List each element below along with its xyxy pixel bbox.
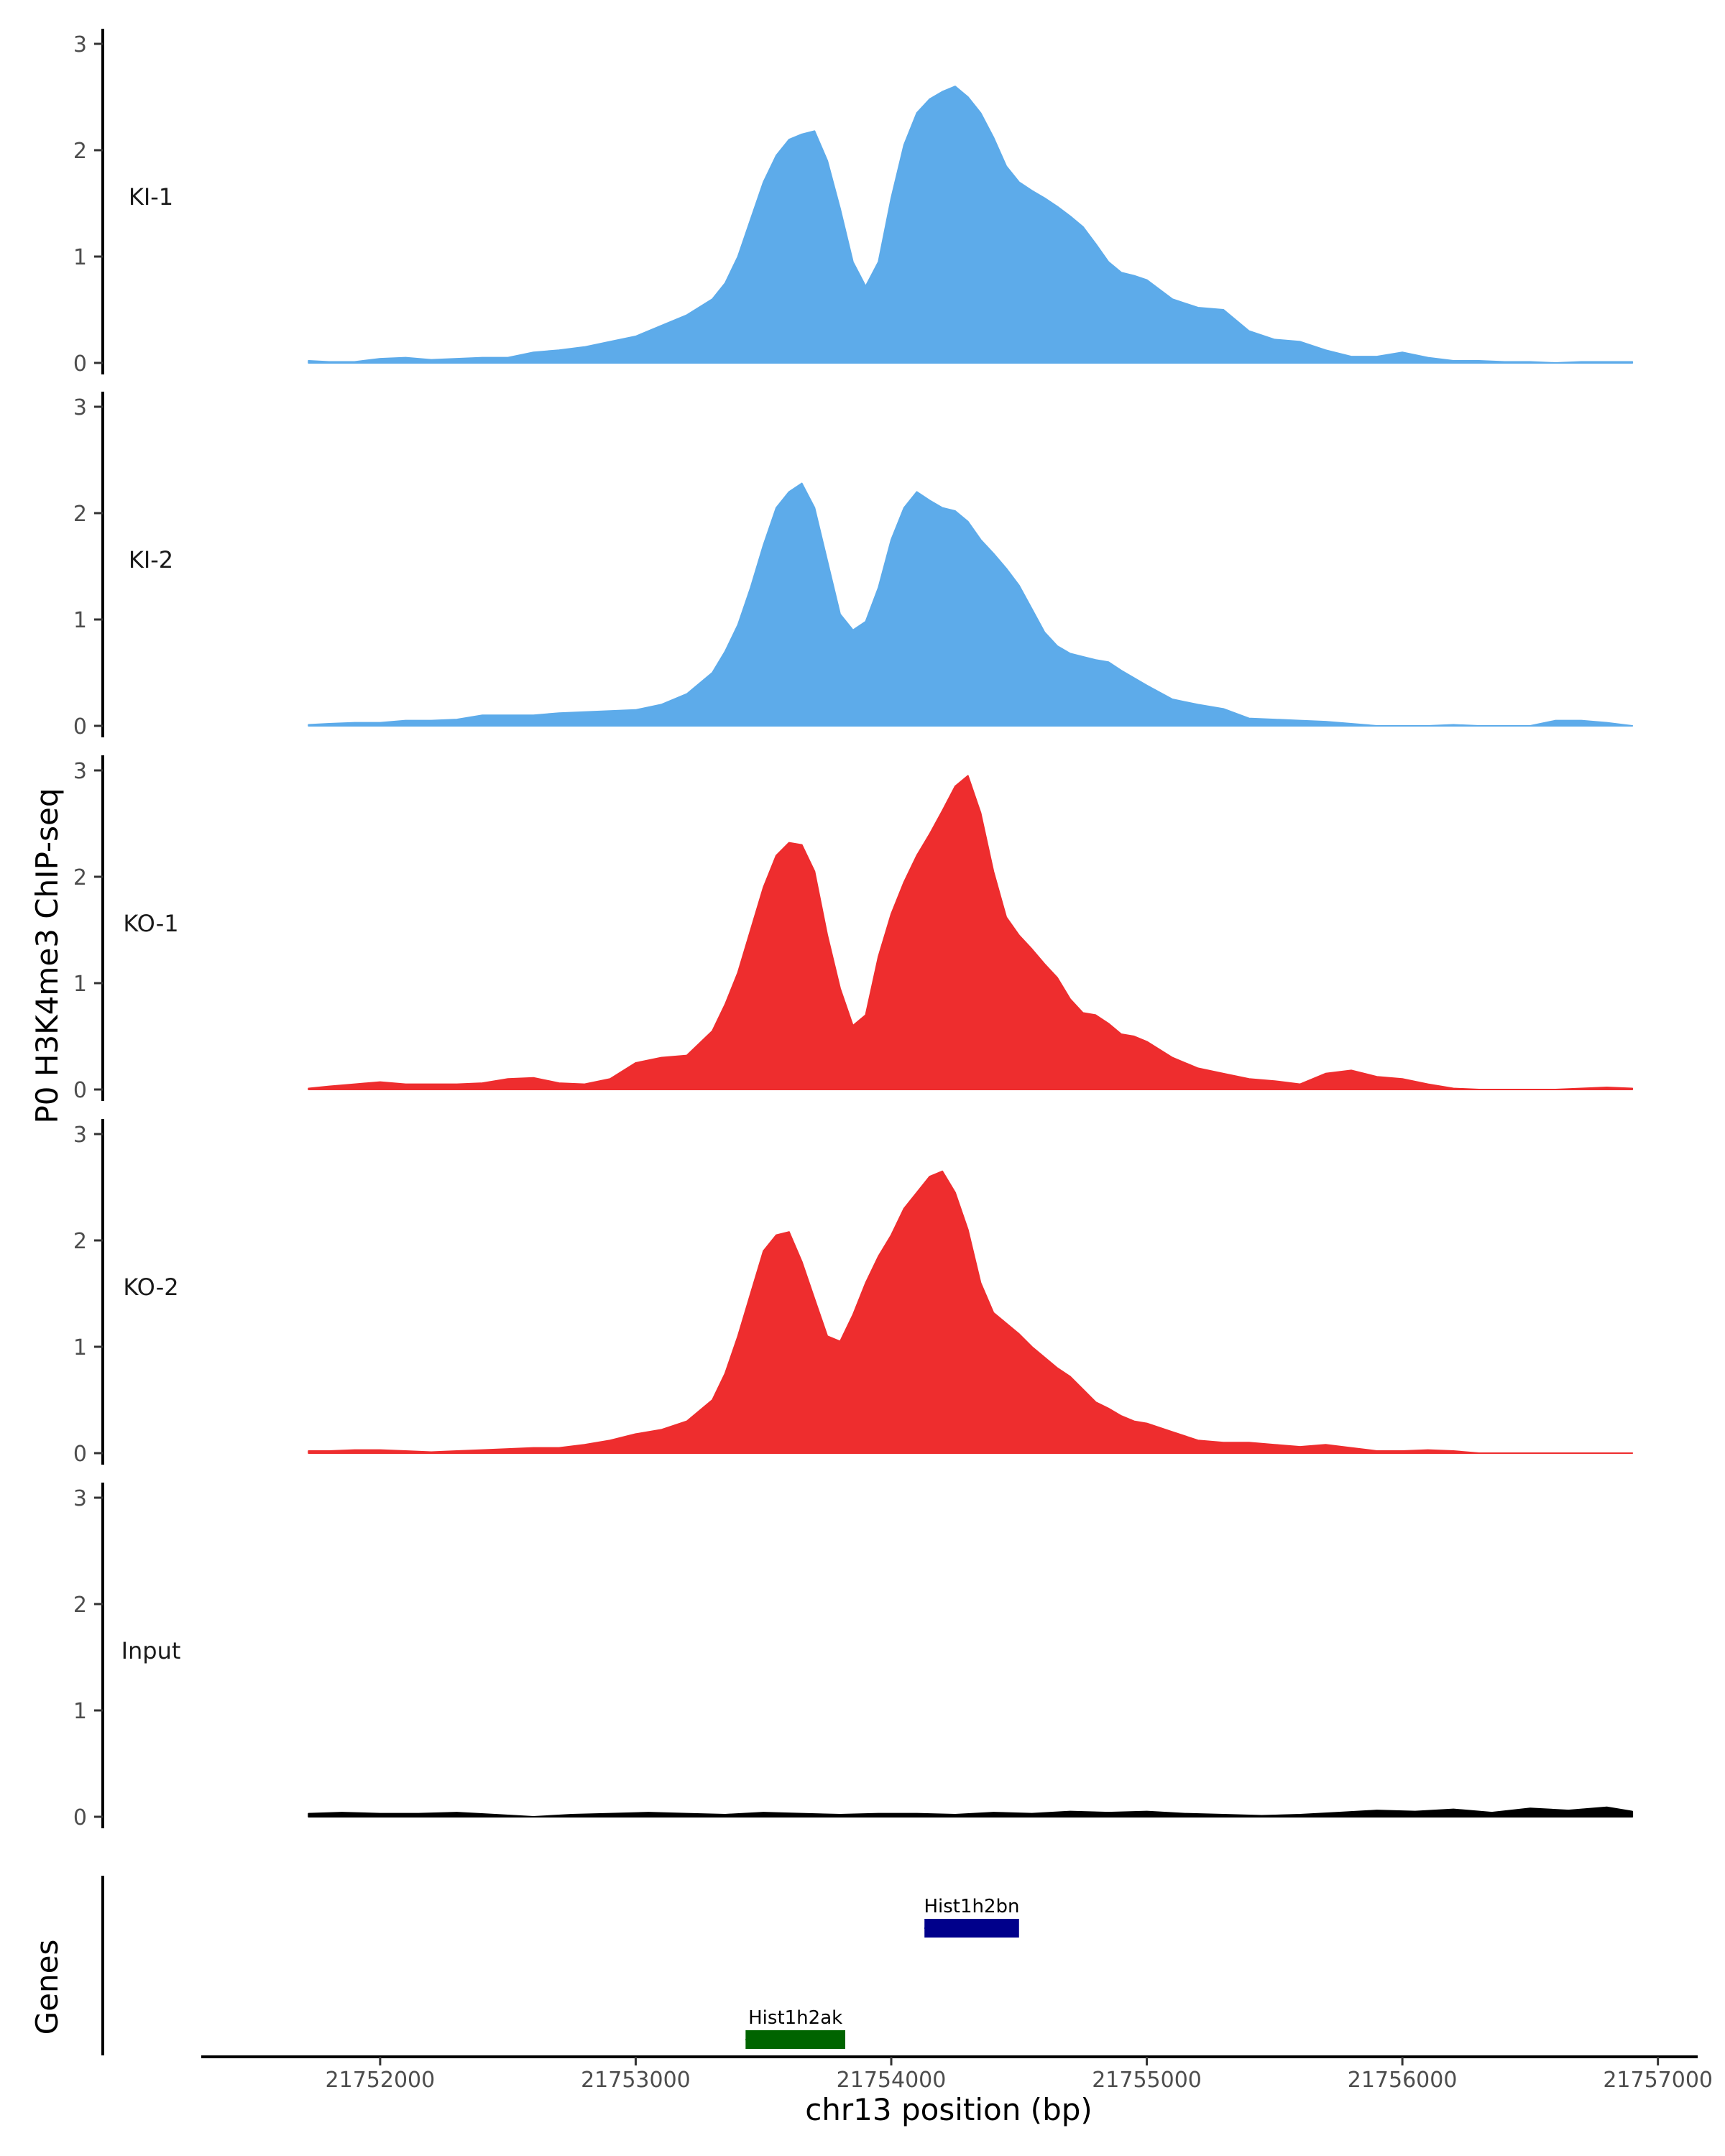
x-tick-label: 21757000 bbox=[1603, 2068, 1713, 2093]
y-tick-label: 3 bbox=[73, 1123, 87, 1148]
gene-label: Hist1h2bn bbox=[924, 1896, 1019, 1917]
y-tick-label: 2 bbox=[73, 1229, 87, 1254]
y-tick-label: 1 bbox=[73, 1699, 87, 1724]
track-label-ki-2: KI-2 bbox=[129, 546, 173, 573]
y-tick-label: 3 bbox=[73, 395, 87, 420]
gene-body bbox=[745, 2030, 845, 2049]
y-tick-label: 1 bbox=[73, 972, 87, 997]
signal-tracks: 0 1 2 3 KI-1 0 1 2 3 KI-2 0 1 2 3 KO-1 0 1 2 3 KO-2 0 1 2 3 Inpu… bbox=[73, 29, 1634, 1830]
y-axis-title: P0 H3K4me3 ChIP-seq bbox=[29, 788, 65, 1123]
gene-hist1h2bn: Hist1h2bn bbox=[924, 1896, 1020, 1938]
y-tick-label: 0 bbox=[73, 1442, 87, 1467]
x-axis: 21752000 21753000 21754000 21755000 21756000… bbox=[201, 2055, 1713, 2093]
y-tick-label: 2 bbox=[73, 502, 87, 527]
strand-arrow-icon bbox=[924, 1920, 933, 1937]
x-tick-label: 21752000 bbox=[326, 2068, 436, 2093]
track-ki-1: 0 1 2 3 KI-1 bbox=[73, 29, 1634, 377]
genes-axis-title: Genes bbox=[29, 1940, 65, 2035]
gene-label: Hist1h2ak bbox=[748, 2007, 842, 2029]
y-tick-label: 2 bbox=[73, 1593, 87, 1618]
x-tick-label: 21756000 bbox=[1348, 2068, 1458, 2093]
y-tick-label: 0 bbox=[73, 1078, 87, 1103]
signal-area-ki-1 bbox=[308, 86, 1634, 364]
track-label-input: Input bbox=[121, 1637, 181, 1664]
x-tick-label: 21753000 bbox=[581, 2068, 691, 2093]
track-input: 0 1 2 3 Input bbox=[73, 1483, 1634, 1830]
track-ki-2: 0 1 2 3 KI-2 bbox=[73, 392, 1634, 740]
gene-hist1h2ak: Hist1h2ak bbox=[745, 2007, 845, 2049]
signal-area-ko-1 bbox=[308, 775, 1634, 1090]
y-tick-label: 0 bbox=[73, 1805, 87, 1830]
track-label-ko-1: KO-1 bbox=[123, 910, 178, 937]
gene-annotation-panel: Hist1h2bn Hist1h2ak bbox=[101, 1876, 1020, 2055]
track-label-ko-2: KO-2 bbox=[123, 1273, 178, 1301]
y-tick-label: 2 bbox=[73, 865, 87, 890]
track-label-ki-1: KI-1 bbox=[129, 183, 173, 211]
track-ko-2: 0 1 2 3 KO-2 bbox=[73, 1119, 1634, 1467]
x-tick-label: 21755000 bbox=[1092, 2068, 1202, 2093]
x-axis-title: chr13 position (bp) bbox=[805, 2092, 1092, 2127]
signal-area-ki-2 bbox=[308, 482, 1634, 727]
y-tick-label: 1 bbox=[73, 608, 87, 633]
track-ko-1: 0 1 2 3 KO-1 bbox=[73, 755, 1634, 1103]
y-tick-label: 1 bbox=[73, 245, 87, 270]
y-tick-label: 0 bbox=[73, 714, 87, 740]
y-tick-label: 3 bbox=[73, 32, 87, 57]
signal-area-input bbox=[308, 1806, 1634, 1818]
gene-body bbox=[924, 1919, 1019, 1938]
strand-arrow-icon bbox=[745, 2031, 754, 2048]
y-tick-label: 2 bbox=[73, 139, 87, 164]
y-tick-label: 3 bbox=[73, 1486, 87, 1511]
signal-area-ko-2 bbox=[308, 1170, 1634, 1454]
x-tick-label: 21754000 bbox=[837, 2068, 947, 2093]
y-tick-label: 0 bbox=[73, 351, 87, 377]
y-tick-label: 1 bbox=[73, 1335, 87, 1360]
y-tick-label: 3 bbox=[73, 759, 87, 784]
